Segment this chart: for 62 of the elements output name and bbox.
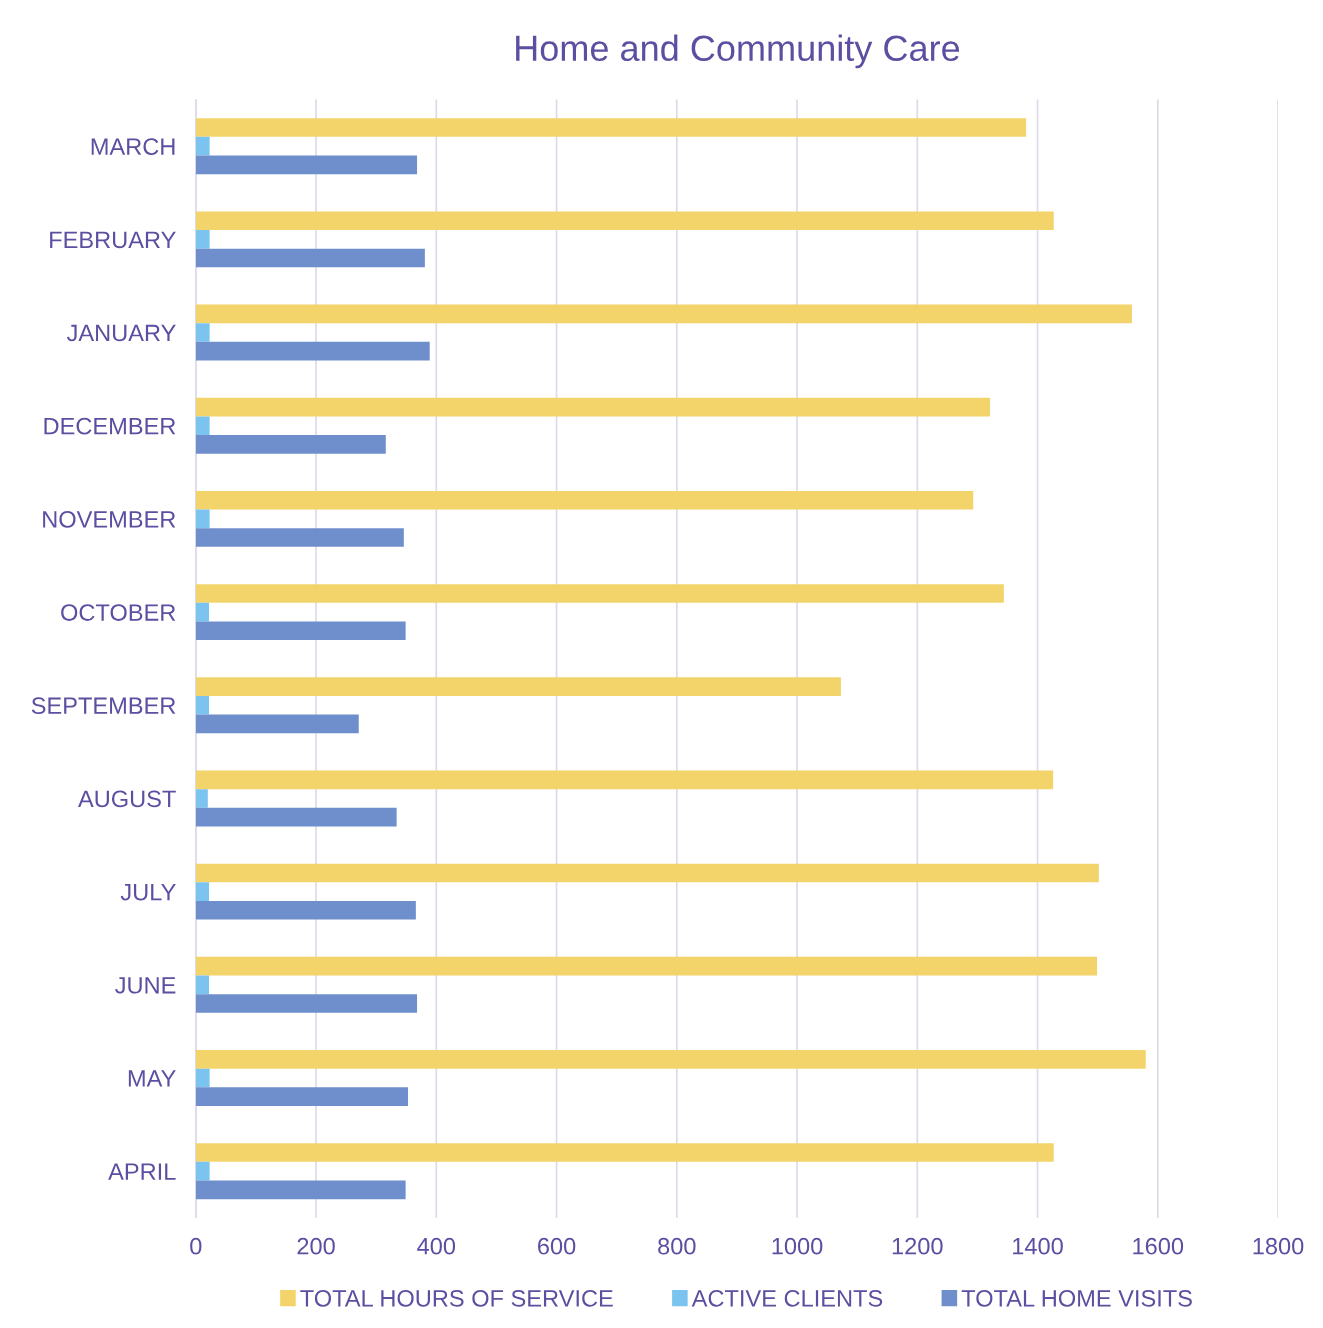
bar: [195, 118, 1027, 137]
bar: [195, 770, 1054, 790]
bar: [195, 528, 404, 547]
bar: [195, 416, 210, 436]
bar: [195, 863, 1099, 883]
y-tick-label: NOVEMBER: [43, 510, 176, 528]
x-tick-label: 0: [190, 1237, 202, 1255]
bar: [195, 882, 210, 901]
bar: [195, 1143, 1054, 1162]
x-tick-label: 1400: [1013, 1237, 1063, 1255]
bar: [195, 956, 1098, 976]
bar: [195, 1180, 406, 1200]
bar: [195, 490, 974, 510]
bar: [195, 975, 210, 995]
y-tick-label: JUNE: [115, 977, 176, 994]
bar: [195, 789, 208, 808]
bar: [195, 435, 386, 454]
bar: [195, 1161, 210, 1181]
x-tick-label: 200: [297, 1237, 335, 1255]
x-tick-label: 1800: [1253, 1237, 1304, 1255]
bar: [195, 230, 210, 249]
y-tick-label: MAY: [128, 1070, 176, 1087]
x-tick-label: 1600: [1133, 1237, 1184, 1255]
y-tick-label: OCTOBER: [61, 604, 176, 621]
y-tick-label: AUGUST: [78, 790, 176, 808]
legend-label: TOTAL HOME VISITS: [961, 1289, 1192, 1307]
y-tick-label: JULY: [120, 883, 176, 901]
bar: [195, 1068, 210, 1088]
bar: [195, 1087, 409, 1106]
y-tick-label: MARCH: [91, 138, 175, 155]
bar: [195, 509, 210, 529]
bar: [195, 695, 210, 715]
bar: [195, 714, 359, 734]
bar: [195, 304, 1132, 324]
bar: [195, 155, 418, 175]
x-tick-label: 600: [538, 1237, 576, 1255]
chart-title: Home and Community Care: [516, 34, 960, 69]
bar: [195, 994, 418, 1013]
bar: [195, 323, 210, 342]
legend-label: TOTAL HOURS OF SERVICE: [300, 1289, 613, 1307]
bar: [195, 211, 1054, 231]
bar: [195, 584, 1004, 603]
y-tick-label: FEBRUARY: [50, 231, 176, 249]
bar: [195, 248, 425, 268]
bar: [195, 1050, 1146, 1069]
x-tick-label: 400: [417, 1237, 456, 1255]
y-tick-label: JANUARY: [66, 324, 176, 342]
x-tick-label: 1200: [892, 1237, 943, 1255]
y-tick-label: DECEMBER: [44, 417, 176, 435]
bar: [195, 602, 210, 622]
bar: [195, 621, 406, 641]
bar: [195, 900, 416, 920]
bar: [195, 397, 991, 417]
y-tick-label: APRIL: [108, 1163, 176, 1180]
bar: [195, 677, 841, 696]
bar: [195, 136, 210, 156]
y-tick-label: SEPTEMBER: [31, 697, 176, 715]
bar: [195, 341, 430, 361]
x-tick-label: 800: [658, 1237, 696, 1255]
bar: [195, 807, 397, 827]
x-tick-label: 1000: [772, 1237, 823, 1255]
legend-label: ACTIVE CLIENTS: [691, 1289, 883, 1307]
